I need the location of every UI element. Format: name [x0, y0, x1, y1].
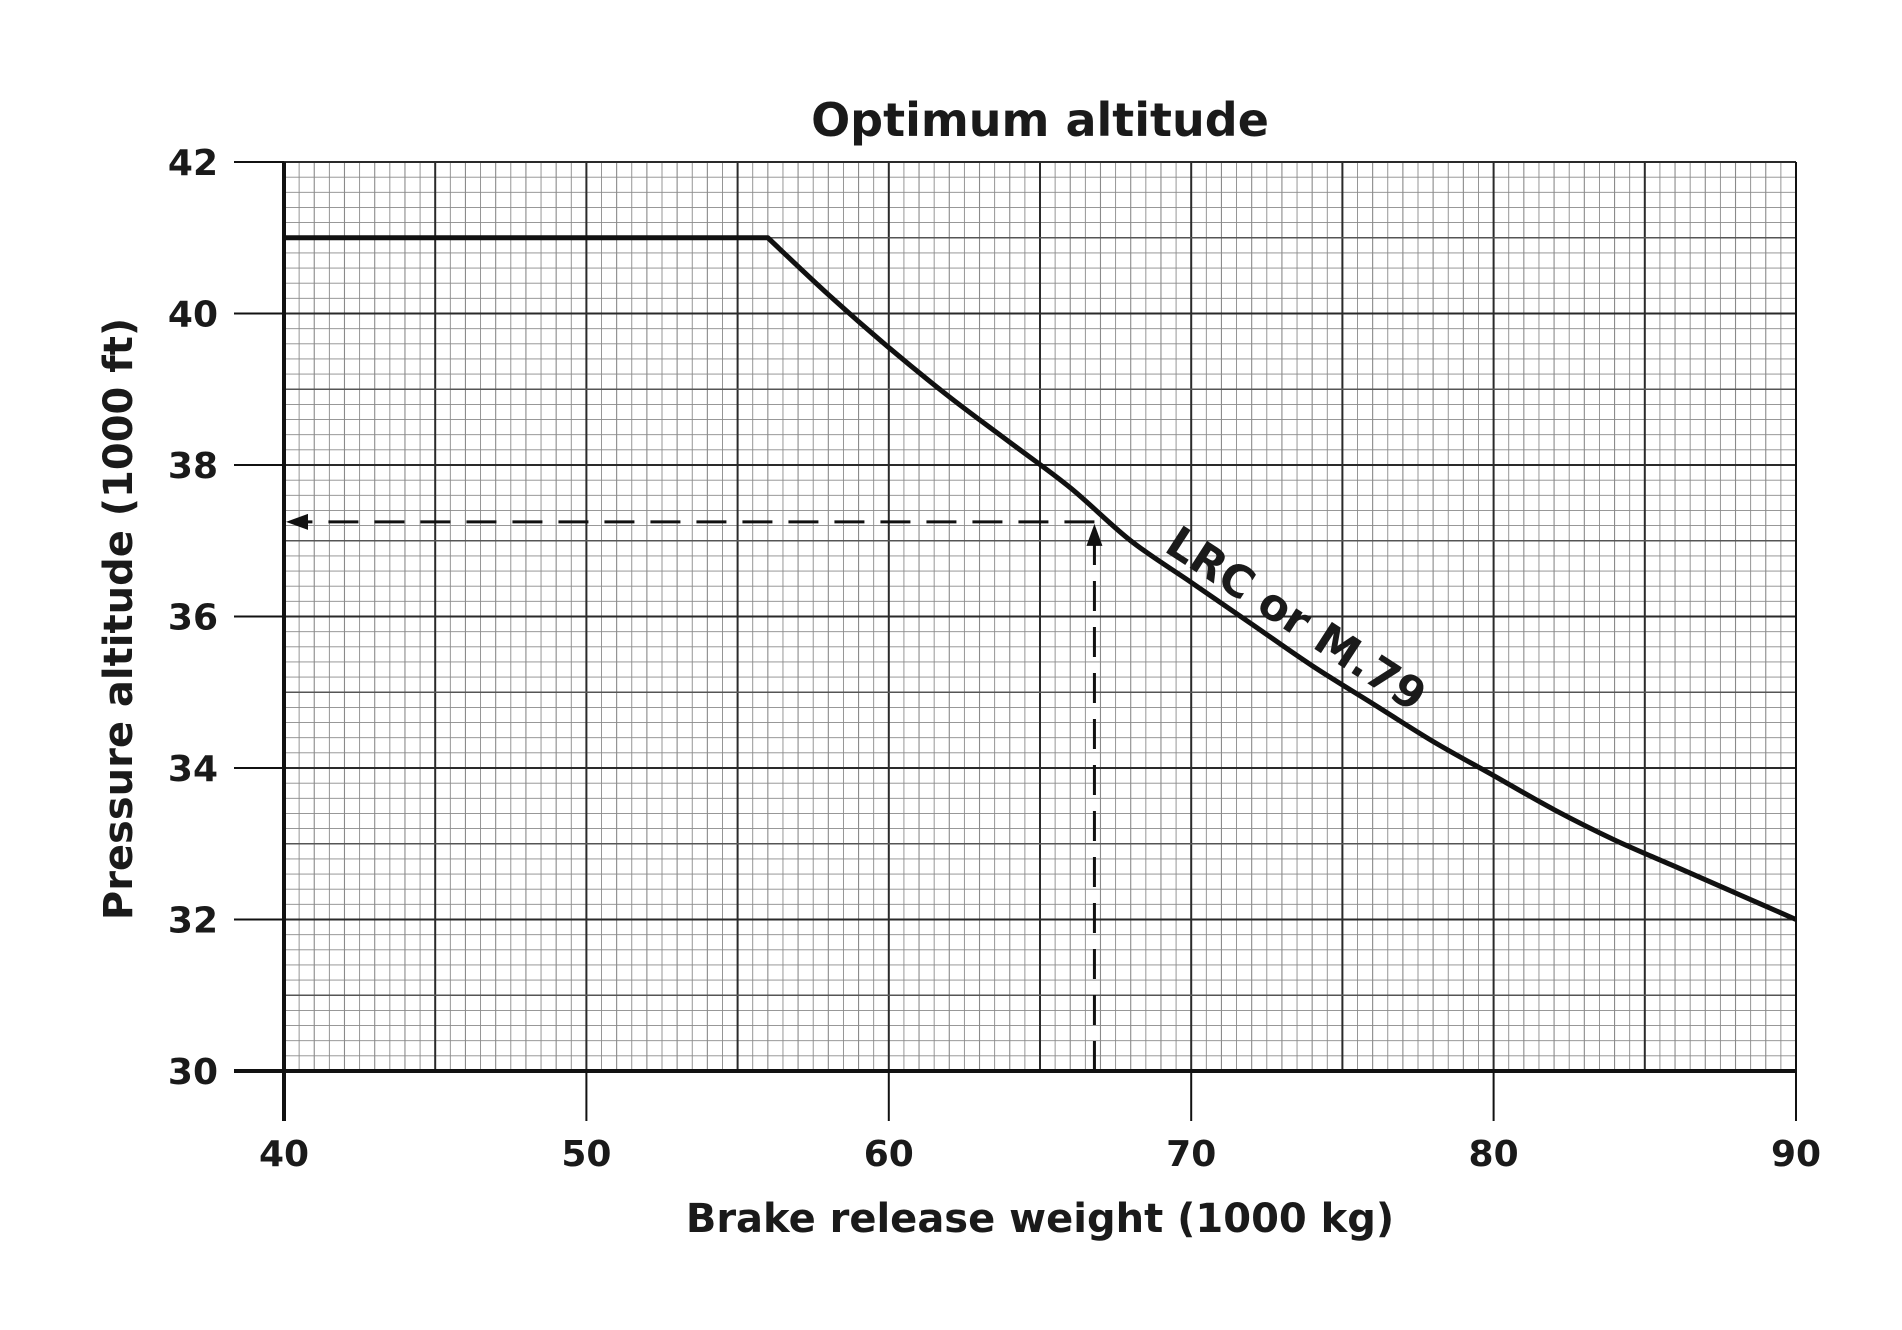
axes	[234, 161, 1797, 1121]
y-tick-label: 42	[168, 143, 218, 184]
x-tick-label: 40	[259, 1134, 309, 1175]
series-group	[284, 235, 1798, 922]
curve-annotation-label: LRC or M.79	[1157, 517, 1435, 722]
series-line-lrc-m79	[284, 235, 1798, 922]
up-arrowhead	[1086, 523, 1103, 546]
tick-labels: 40 50 60 70 80 90 30 32 34 36 38 40 42	[168, 143, 1821, 1175]
major-grid	[283, 161, 1797, 1072]
y-tick-label: 30	[168, 1052, 218, 1093]
y-tick-label: 34	[168, 749, 218, 790]
x-tick-label: 80	[1469, 1134, 1519, 1175]
x-axis-label: Brake release weight (1000 kg)	[686, 1196, 1394, 1242]
x-tick-label: 70	[1166, 1134, 1216, 1175]
left-arrowhead	[286, 513, 308, 530]
x-tick-label: 50	[561, 1134, 611, 1175]
y-axis-label: Pressure altitude (1000 ft)	[96, 318, 142, 920]
x-tick-label: 60	[864, 1134, 914, 1175]
y-tick-label: 36	[168, 598, 218, 639]
reference-lines	[286, 513, 1103, 1071]
y-tick-label: 32	[168, 901, 218, 942]
x-tick-label: 90	[1771, 1134, 1821, 1175]
y-tick-label: 40	[168, 295, 218, 336]
y-tick-label: 38	[168, 446, 218, 487]
chart-title: Optimum altitude	[811, 93, 1269, 147]
